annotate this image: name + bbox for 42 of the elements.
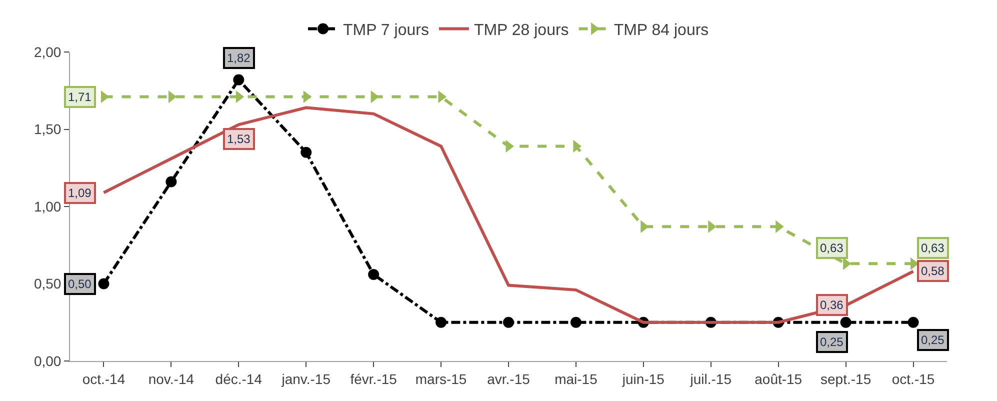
point — [300, 146, 312, 158]
x-tick-label: juil.-15 — [689, 370, 732, 387]
data-label: 1,09 — [68, 186, 92, 200]
point — [840, 316, 852, 328]
x-tick-label: juin-15 — [621, 370, 665, 387]
point — [98, 278, 110, 290]
point — [233, 74, 244, 86]
x-tick-label: mai-15 — [554, 370, 598, 387]
point — [436, 316, 447, 328]
x-tick-label: août-15 — [754, 370, 802, 387]
data-label: 0,50 — [68, 277, 92, 291]
data-label: 1,53 — [227, 132, 251, 146]
x-tick-label: oct.-15 — [892, 370, 935, 387]
point — [166, 176, 177, 188]
x-tick-label: mars-15 — [415, 370, 467, 387]
point — [503, 316, 514, 328]
y-tick-label: 1,50 — [34, 121, 62, 138]
x-tick-label: janv.-15 — [280, 370, 331, 387]
x-tick-label: oct.-14 — [82, 370, 126, 387]
y-tick-label: 0,00 — [34, 352, 62, 369]
data-label: 0,63 — [921, 241, 945, 255]
data-label: 1,82 — [227, 51, 251, 65]
y-tick-label: 0,50 — [34, 276, 62, 292]
point — [908, 316, 919, 328]
data-label: 0,25 — [921, 333, 945, 347]
x-tick-label: févr.-15 — [350, 370, 398, 387]
x-tick-label: sept.-15 — [820, 370, 872, 387]
y-tick-label: 1,00 — [34, 198, 62, 214]
y-tick-label: 2,00 — [34, 44, 62, 60]
data-label: 1,71 — [68, 90, 92, 104]
x-tick-label: nov.-14 — [148, 370, 194, 387]
legend-label: TMP 28 jours — [474, 22, 569, 39]
x-tick-label: déc.-14 — [215, 370, 262, 387]
data-label: 0,25 — [820, 335, 844, 349]
point — [570, 316, 582, 328]
x-tick-label: avr.-15 — [487, 370, 530, 387]
point — [368, 268, 380, 280]
data-label: 0,58 — [921, 264, 945, 278]
data-label: 0,36 — [820, 298, 844, 312]
legend-label: TMP 7 jours — [343, 22, 429, 39]
legend-label: TMP 84 jours — [614, 22, 709, 39]
data-label: 0,63 — [820, 241, 844, 255]
